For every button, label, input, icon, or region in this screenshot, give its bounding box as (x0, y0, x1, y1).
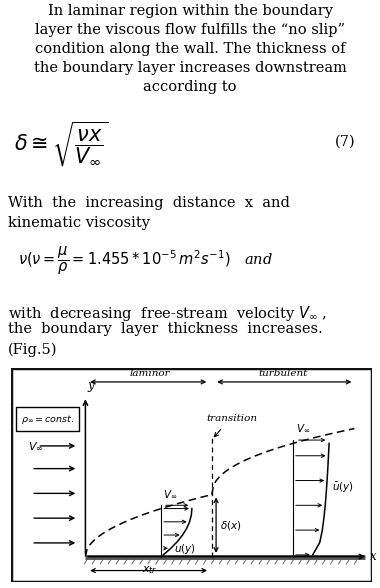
Text: y: y (88, 379, 95, 392)
Text: $u(y)$: $u(y)$ (174, 542, 196, 556)
Text: laminor: laminor (129, 369, 170, 378)
Text: $V_\infty$: $V_\infty$ (28, 440, 43, 452)
Text: transition: transition (206, 414, 257, 423)
Text: $\delta \cong \sqrt{\dfrac{\nu x}{V_{\infty}}}$: $\delta \cong \sqrt{\dfrac{\nu x}{V_{\in… (14, 119, 109, 168)
Text: kinematic viscosity: kinematic viscosity (8, 216, 150, 230)
Text: $V_\infty$: $V_\infty$ (163, 489, 177, 500)
Bar (16, 407, 79, 432)
Text: $\delta(x)$: $\delta(x)$ (220, 519, 241, 532)
Text: $V_\infty$: $V_\infty$ (296, 422, 310, 435)
Text: With  the  increasing  distance  x  and: With the increasing distance x and (8, 196, 290, 211)
Text: $\nu(\nu = \dfrac{\mu}{\rho} = 1.455 * 10^{-5}\,m^2 s^{-1})$   and: $\nu(\nu = \dfrac{\mu}{\rho} = 1.455 * 1… (18, 245, 273, 277)
Text: $\bar{u}(y)$: $\bar{u}(y)$ (332, 480, 354, 495)
Text: x: x (369, 550, 376, 563)
Text: with  decreasing  free-stream  velocity $V_{\infty}$ ,: with decreasing free-stream velocity $V_… (8, 305, 327, 323)
Text: $\rho_\infty = const.$: $\rho_\infty = const.$ (21, 413, 74, 426)
Text: In laminar region within the boundary
layer the viscous flow fulfills the “no sl: In laminar region within the boundary la… (33, 4, 347, 94)
Text: $x_{tr}$: $x_{tr}$ (142, 564, 157, 576)
Text: (7): (7) (334, 134, 355, 148)
Text: turbulent: turbulent (258, 369, 308, 378)
Text: (Fig.5): (Fig.5) (8, 343, 57, 357)
Text: the  boundary  layer  thickness  increases.: the boundary layer thickness increases. (8, 322, 323, 336)
